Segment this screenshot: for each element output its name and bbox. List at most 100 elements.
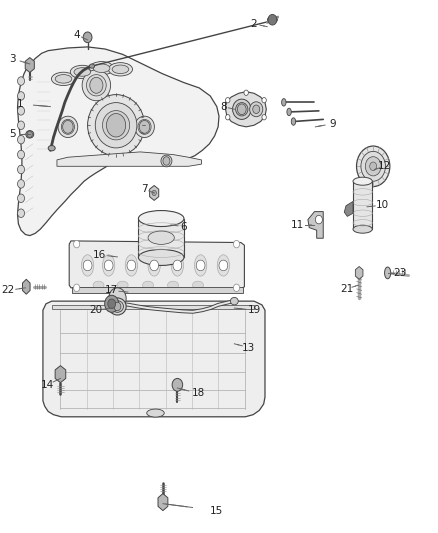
Ellipse shape xyxy=(58,116,78,138)
Ellipse shape xyxy=(250,102,263,117)
Text: 19: 19 xyxy=(248,305,261,315)
Circle shape xyxy=(90,77,103,93)
Polygon shape xyxy=(226,92,266,127)
Circle shape xyxy=(104,260,113,271)
Text: 23: 23 xyxy=(393,268,406,278)
Circle shape xyxy=(18,121,25,130)
Text: 5: 5 xyxy=(9,130,16,139)
Ellipse shape xyxy=(112,65,129,74)
Text: 16: 16 xyxy=(93,250,106,260)
Circle shape xyxy=(357,146,390,187)
Text: 17: 17 xyxy=(105,286,118,295)
Polygon shape xyxy=(138,219,184,257)
Text: 14: 14 xyxy=(41,380,54,390)
Ellipse shape xyxy=(193,281,203,289)
Text: 18: 18 xyxy=(191,389,205,398)
Ellipse shape xyxy=(89,61,114,75)
Ellipse shape xyxy=(291,118,296,125)
Circle shape xyxy=(74,284,80,292)
Ellipse shape xyxy=(55,75,72,83)
Polygon shape xyxy=(43,301,265,417)
Polygon shape xyxy=(344,201,353,216)
Circle shape xyxy=(18,92,25,100)
Ellipse shape xyxy=(93,64,110,72)
Ellipse shape xyxy=(148,255,160,276)
Ellipse shape xyxy=(48,146,55,151)
Ellipse shape xyxy=(125,255,138,276)
Ellipse shape xyxy=(135,116,154,138)
Polygon shape xyxy=(308,212,323,238)
Text: 7: 7 xyxy=(141,184,148,194)
Ellipse shape xyxy=(102,110,130,140)
Ellipse shape xyxy=(95,102,137,148)
Circle shape xyxy=(262,115,266,120)
Circle shape xyxy=(244,90,248,95)
Text: 1: 1 xyxy=(16,99,23,109)
Ellipse shape xyxy=(138,119,151,134)
Ellipse shape xyxy=(51,72,75,86)
Ellipse shape xyxy=(61,119,74,134)
Ellipse shape xyxy=(138,249,184,265)
Polygon shape xyxy=(57,152,201,166)
Polygon shape xyxy=(25,58,34,72)
Ellipse shape xyxy=(111,301,124,312)
Circle shape xyxy=(108,299,116,309)
Ellipse shape xyxy=(171,255,184,276)
Polygon shape xyxy=(52,305,254,309)
Ellipse shape xyxy=(385,267,391,279)
Ellipse shape xyxy=(147,409,164,417)
Circle shape xyxy=(237,104,246,115)
Circle shape xyxy=(219,260,228,271)
Ellipse shape xyxy=(287,108,291,116)
Circle shape xyxy=(163,157,170,165)
Circle shape xyxy=(152,190,156,196)
Bar xyxy=(72,287,243,293)
Ellipse shape xyxy=(236,102,248,116)
Circle shape xyxy=(150,260,159,271)
Circle shape xyxy=(18,107,25,115)
Text: 20: 20 xyxy=(89,305,102,315)
Ellipse shape xyxy=(93,281,104,289)
Ellipse shape xyxy=(148,231,174,245)
Text: 6: 6 xyxy=(180,222,187,231)
Circle shape xyxy=(233,240,240,248)
Circle shape xyxy=(233,284,240,292)
Text: 13: 13 xyxy=(242,343,255,352)
Text: 15: 15 xyxy=(210,506,223,515)
Circle shape xyxy=(172,378,183,391)
Circle shape xyxy=(361,151,385,181)
Text: 10: 10 xyxy=(375,200,389,210)
Circle shape xyxy=(74,240,80,248)
Ellipse shape xyxy=(88,95,145,156)
Ellipse shape xyxy=(161,155,172,167)
Circle shape xyxy=(18,194,25,203)
Circle shape xyxy=(109,288,126,309)
Ellipse shape xyxy=(117,281,128,289)
Ellipse shape xyxy=(233,99,251,119)
Circle shape xyxy=(18,135,25,144)
Circle shape xyxy=(253,105,260,114)
Ellipse shape xyxy=(194,255,207,276)
Polygon shape xyxy=(55,366,66,383)
Text: 9: 9 xyxy=(329,119,336,128)
Circle shape xyxy=(105,295,119,312)
Text: 3: 3 xyxy=(9,54,16,63)
Circle shape xyxy=(18,180,25,188)
Polygon shape xyxy=(353,181,372,229)
Ellipse shape xyxy=(109,298,126,315)
Ellipse shape xyxy=(82,70,110,101)
Circle shape xyxy=(106,114,126,137)
Ellipse shape xyxy=(86,75,106,96)
Text: 12: 12 xyxy=(378,161,391,171)
Circle shape xyxy=(83,260,92,271)
Ellipse shape xyxy=(70,65,94,79)
Ellipse shape xyxy=(168,281,179,289)
Ellipse shape xyxy=(217,255,230,276)
Circle shape xyxy=(18,77,25,85)
Circle shape xyxy=(262,98,266,103)
Ellipse shape xyxy=(138,211,184,227)
Ellipse shape xyxy=(26,131,34,138)
Ellipse shape xyxy=(81,255,94,276)
Circle shape xyxy=(27,131,32,138)
Ellipse shape xyxy=(353,225,372,233)
